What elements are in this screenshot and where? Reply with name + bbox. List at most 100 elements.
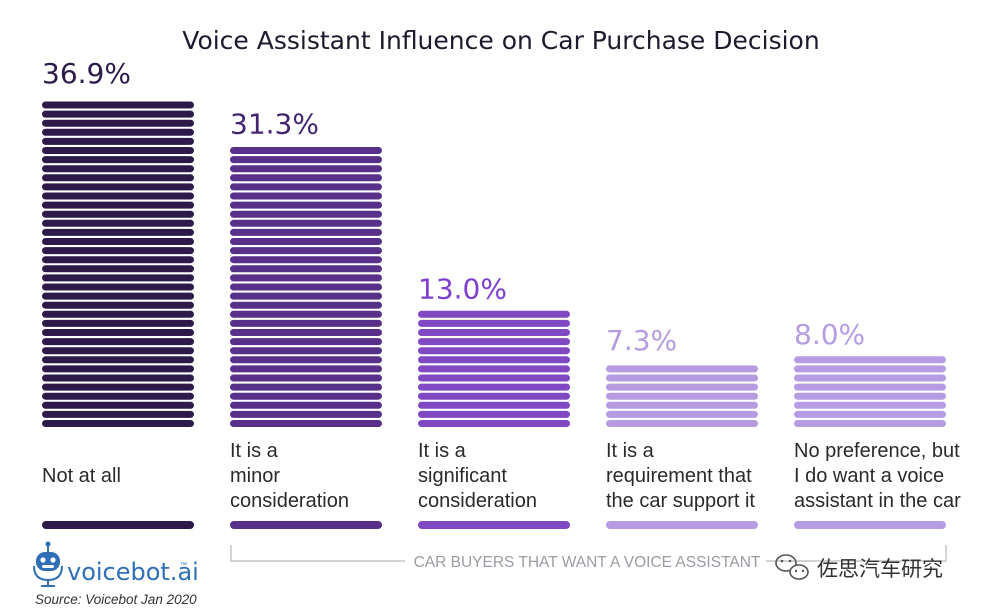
bar-2-stripe xyxy=(230,365,382,373)
bar-3-stripe xyxy=(418,329,570,336)
bar-5-stripe xyxy=(794,356,946,364)
bar-2-stripe xyxy=(230,256,382,264)
bar-1-stripe xyxy=(42,128,194,136)
bar-3-stripe xyxy=(418,356,570,364)
bar-3-stripe xyxy=(418,319,570,327)
bar-5-stripe xyxy=(794,374,946,382)
bar-3-stripe xyxy=(418,410,570,418)
bar-1-stripe xyxy=(42,201,194,209)
bar-3-stripe xyxy=(418,392,570,400)
logo-name: voicebot xyxy=(67,558,170,586)
bar-3-stripe xyxy=(418,401,570,409)
bar-3-stripe xyxy=(418,365,570,373)
bar-1-stripe xyxy=(42,329,194,336)
value-labels-group: 36.9% 31.3% 13.0% 7.3% 8.0% xyxy=(42,57,865,357)
bar-1-stripe xyxy=(42,192,194,200)
bar-1-stripe xyxy=(42,292,194,300)
bar-2-stripe xyxy=(230,156,382,164)
bar-2-stripe xyxy=(230,301,382,309)
bar-3-stripe xyxy=(418,383,570,391)
bar-2-stripe xyxy=(230,165,382,173)
category-labels-group: Not at all It is a minor consideration It is… xyxy=(42,440,961,512)
bar-1-stripe xyxy=(42,301,194,309)
bar-2-stripe xyxy=(230,383,382,391)
bar-2-stripe xyxy=(230,283,382,291)
bar-3-stripe xyxy=(418,420,570,427)
bar-2-stripe xyxy=(230,310,382,318)
bar-1-stripe xyxy=(42,228,194,236)
bar-1-stripe xyxy=(42,119,194,127)
bar-2-stripe xyxy=(230,238,382,245)
bar-1-stripe xyxy=(42,356,194,364)
voicebot-logo: voicebot.ai ™ xyxy=(33,541,199,587)
bar-1-stripe xyxy=(42,219,194,227)
bar-2-stripe xyxy=(230,420,382,427)
bar-2-stripe xyxy=(230,292,382,300)
category-label-1: Not at all xyxy=(42,465,121,487)
bar-2-stripe xyxy=(230,210,382,218)
bar-3-stripe xyxy=(418,338,570,346)
bar-1-stripe xyxy=(42,401,194,409)
value-label-3: 13.0% xyxy=(418,273,507,306)
bar-2-stripe xyxy=(230,192,382,200)
bar-2-stripe xyxy=(230,219,382,227)
bar-2-stripe xyxy=(230,401,382,409)
bracket-line-right xyxy=(766,545,947,562)
bar-4 xyxy=(606,365,758,427)
baseline-2 xyxy=(230,521,382,529)
bar-1-stripe xyxy=(42,283,194,291)
source-note: Source: Voicebot Jan 2020 xyxy=(35,592,197,607)
bar-1-stripe xyxy=(42,310,194,318)
category-label-2: It is a minor consideration xyxy=(230,440,349,512)
logo-trademark: ™ xyxy=(180,562,187,569)
bar-2-stripe xyxy=(230,174,382,182)
chart-title: Voice Assistant Influence on Car Purchas… xyxy=(182,26,819,55)
value-label-1: 36.9% xyxy=(42,57,131,90)
watermark-text: 佐思汽车研究 xyxy=(817,557,943,581)
category-label-4: It is a requirement that the car support i… xyxy=(606,440,755,512)
bar-1-stripe xyxy=(42,110,194,118)
baseline-3 xyxy=(418,521,570,529)
baseline-4 xyxy=(606,521,758,529)
bar-4-stripe xyxy=(606,410,758,418)
bracket-label: CAR BUYERS THAT WANT A VOICE ASSISTANT xyxy=(414,554,761,571)
bars-group xyxy=(42,101,946,427)
category-label-3: It is a significant consideration xyxy=(418,440,537,512)
bar-4-stripe xyxy=(606,383,758,391)
bar-5-stripe xyxy=(794,420,946,427)
bar-2-stripe xyxy=(230,392,382,400)
baseline-1 xyxy=(42,521,194,529)
bar-2-stripe xyxy=(230,410,382,418)
bar-2-stripe xyxy=(230,329,382,336)
bar-5-stripe xyxy=(794,392,946,400)
robot-mic-icon xyxy=(33,541,63,587)
bar-4-stripe xyxy=(606,374,758,382)
bar-1-stripe xyxy=(42,274,194,282)
bar-3-stripe xyxy=(418,310,570,318)
bar-3-stripe xyxy=(418,374,570,382)
bar-1-stripe xyxy=(42,247,194,255)
value-label-5: 8.0% xyxy=(794,318,865,351)
baselines-group xyxy=(42,521,946,529)
bar-2-stripe xyxy=(230,228,382,236)
bar-1-stripe xyxy=(42,238,194,245)
bar-2-stripe xyxy=(230,274,382,282)
bar-1 xyxy=(42,101,194,427)
bar-1-stripe xyxy=(42,174,194,182)
bar-1-stripe xyxy=(42,338,194,346)
bar-1-stripe xyxy=(42,383,194,391)
category-label-5: No preference, but I do want a voice assis… xyxy=(794,440,961,512)
bar-2-stripe xyxy=(230,247,382,255)
bar-2 xyxy=(230,147,382,427)
bar-1-stripe xyxy=(42,265,194,273)
bar-1-stripe xyxy=(42,210,194,218)
bar-3-stripe xyxy=(418,347,570,355)
bar-5 xyxy=(794,356,946,427)
bar-1-stripe xyxy=(42,147,194,154)
voice-assistant-bracket: CAR BUYERS THAT WANT A VOICE ASSISTANT xyxy=(230,545,947,571)
watermark: 佐思汽车研究 xyxy=(775,554,943,581)
logo-wordmark: voicebot.ai xyxy=(67,558,199,586)
bar-1-stripe xyxy=(42,183,194,191)
bar-3 xyxy=(418,310,570,427)
logo-suffix: .ai xyxy=(170,558,199,586)
